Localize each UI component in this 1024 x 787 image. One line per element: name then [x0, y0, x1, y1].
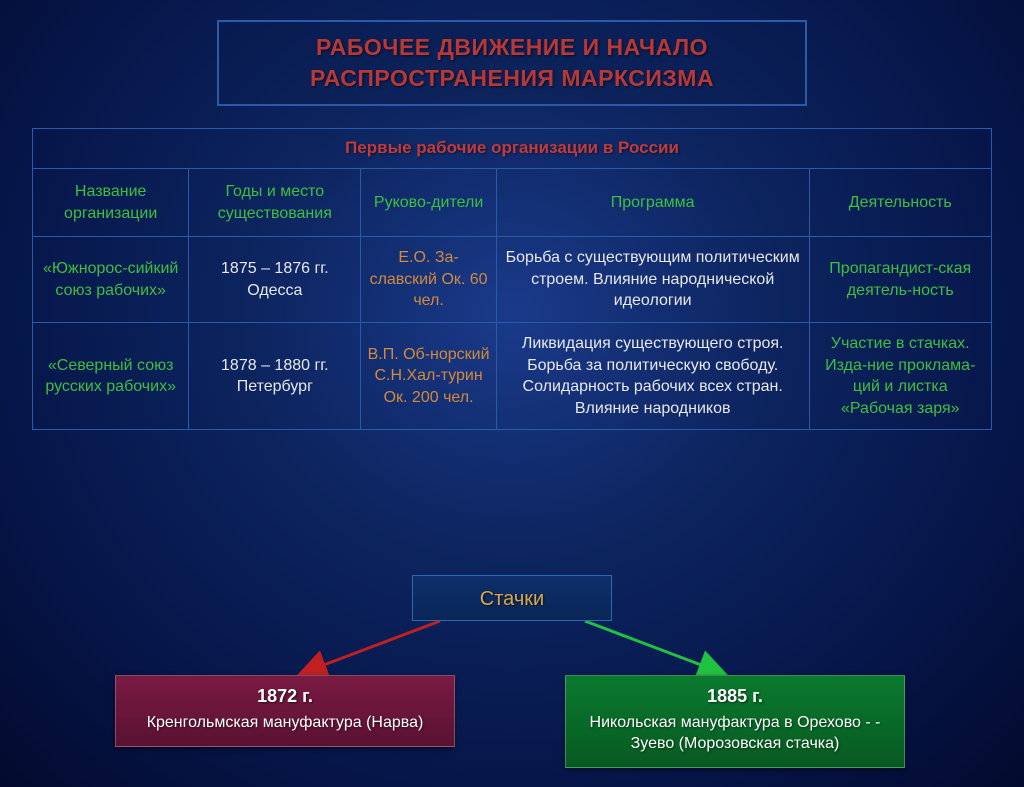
right-label: Никольская мануфактура в Орехово - - Зуе… — [578, 713, 892, 755]
main-title: РАБОЧЕЕ ДВИЖЕНИЕ И НАЧАЛО РАСПРОСТРАНЕНИ… — [233, 32, 791, 94]
cell-name: «Северный союз русских рабочих» — [33, 323, 189, 430]
right-year: 1885 г. — [578, 686, 892, 707]
cell-leaders: В.П. Об-норский С.Н.Хал-турин Ок. 200 че… — [361, 323, 497, 430]
cell-program: Борьба с существующим политическим строе… — [496, 237, 809, 323]
header-name: Название организации — [33, 169, 189, 237]
left-label: Кренгольмская мануфактура (Нарва) — [128, 713, 442, 734]
cell-activity: Пропагандист-ская деятель-ность — [809, 237, 991, 323]
cell-program: Ликвидация существующего строя. Борьба з… — [496, 323, 809, 430]
header-leaders: Руково-дители — [361, 169, 497, 237]
table-row: «Северный союз русских рабочих» 1878 – 1… — [33, 323, 992, 430]
diagram-center-label: Стачки — [480, 588, 544, 610]
header-activity: Деятельность — [809, 169, 991, 237]
strikes-diagram: Стачки 1872 г. Кренгольмская мануфактура… — [0, 575, 1024, 775]
table-row: «Южнорос-сийкий союз рабочих» 1875 – 187… — [33, 237, 992, 323]
cell-activity: Участие в стачках. Изда-ние проклама-ций… — [809, 323, 991, 430]
table-subtitle: Первые рабочие организации в России — [33, 129, 992, 169]
table-subtitle-row: Первые рабочие организации в России — [33, 129, 992, 169]
diagram-right-box: 1885 г. Никольская мануфактура в Орехово… — [565, 675, 905, 768]
cell-name: «Южнорос-сийкий союз рабочих» — [33, 237, 189, 323]
main-title-box: РАБОЧЕЕ ДВИЖЕНИЕ И НАЧАЛО РАСПРОСТРАНЕНИ… — [217, 20, 807, 106]
diagram-left-box: 1872 г. Кренгольмская мануфактура (Нарва… — [115, 675, 455, 747]
cell-years: 1875 – 1876 гг. Одесса — [189, 237, 361, 323]
header-program: Программа — [496, 169, 809, 237]
organizations-table: Первые рабочие организации в России Назв… — [32, 128, 992, 430]
header-years: Годы и место существования — [189, 169, 361, 237]
cell-years: 1878 – 1880 гг. Петербург — [189, 323, 361, 430]
cell-leaders: Е.О. За-славский Ок. 60 чел. — [361, 237, 497, 323]
left-year: 1872 г. — [128, 686, 442, 707]
diagram-center-box: Стачки — [412, 575, 612, 621]
arrow-right — [585, 621, 725, 674]
table-header-row: Название организации Годы и место сущест… — [33, 169, 992, 237]
arrow-left — [300, 621, 440, 674]
